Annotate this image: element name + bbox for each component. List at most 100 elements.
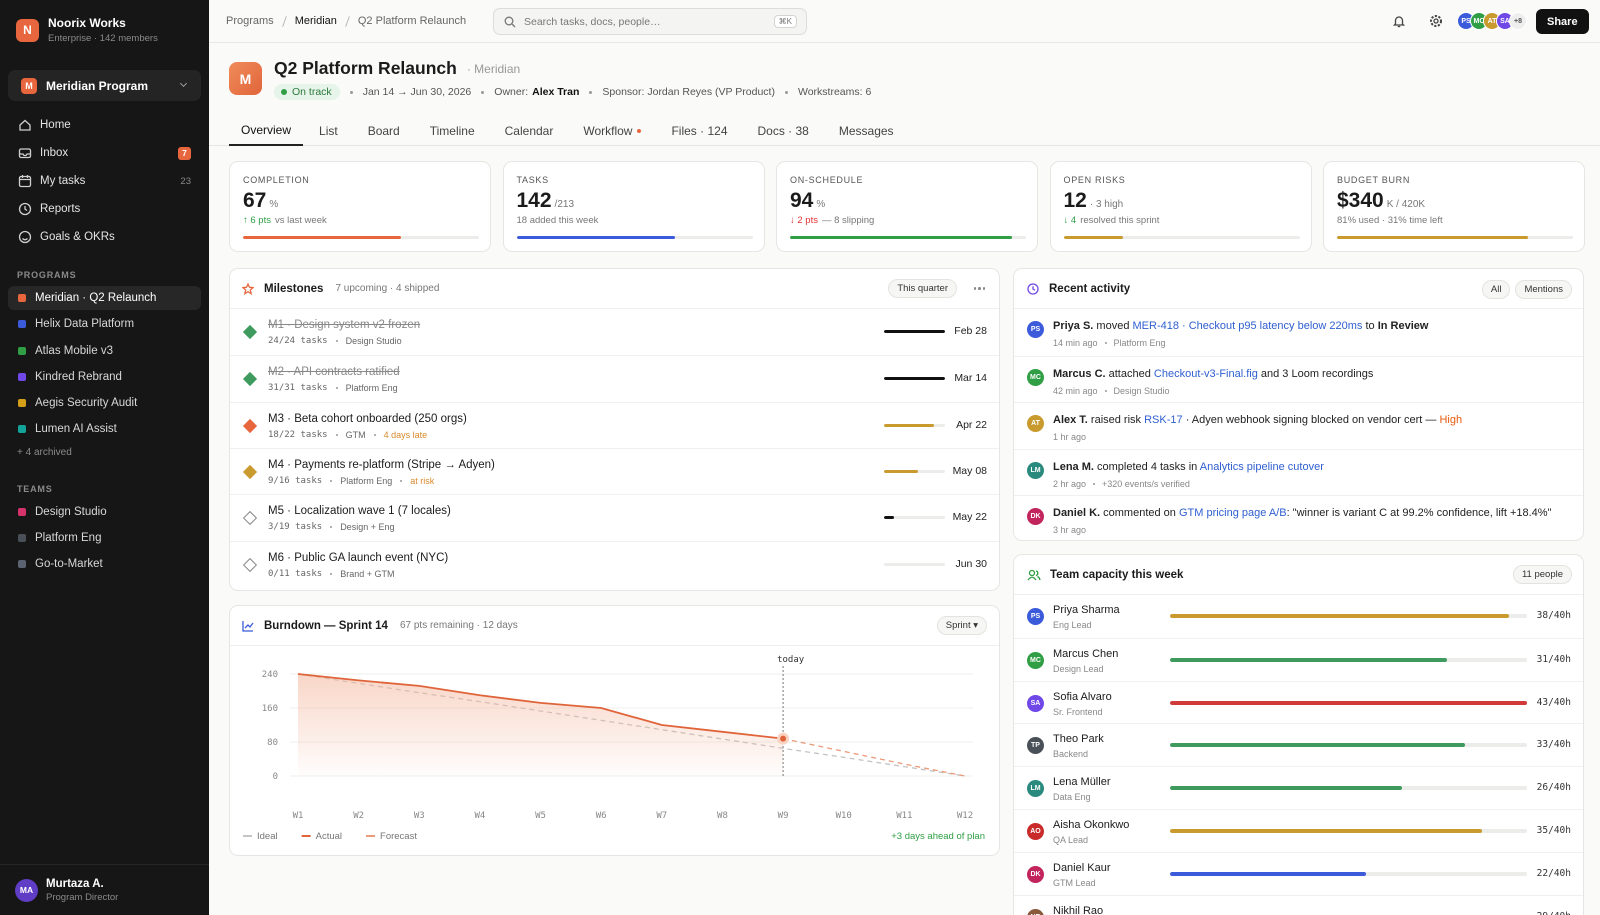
chart-icon-part: [244, 622, 254, 628]
crumb[interactable]: Programs: [226, 15, 274, 27]
program-item[interactable]: Platform Eng: [8, 526, 201, 550]
program-item[interactable]: Kindred Rebrand: [8, 365, 201, 389]
nav-item[interactable]: My tasks 23: [8, 169, 201, 193]
legend-label: Forecast: [380, 831, 417, 842]
nav-item[interactable]: Reports: [8, 197, 201, 221]
capacity-track: [1170, 700, 1527, 705]
kpi-value: $340: [1337, 189, 1384, 212]
nav-item[interactable]: Home: [8, 113, 201, 137]
activity-part[interactable]: RSK-17: [1144, 414, 1183, 427]
capacity-bar: [1170, 700, 1527, 705]
milestone-row[interactable]: M4 · Payments re-platform (Stripe → Adye…: [230, 447, 999, 494]
person-role: Backend: [1053, 749, 1089, 760]
user-text: Murtaza A. Program Director: [46, 878, 118, 903]
tab[interactable]: Calendar: [493, 116, 566, 146]
kpi-track: [790, 236, 1026, 239]
program-item[interactable]: Atlas Mobile v3: [8, 339, 201, 363]
nav-item[interactable]: Inbox 7: [8, 141, 201, 165]
x-tick-label: W6: [596, 811, 607, 821]
activity-part[interactable]: Checkout-v3-Final.fig: [1153, 367, 1258, 380]
person-avatar: MC: [1027, 651, 1044, 669]
color-dot: [18, 425, 26, 433]
kpi-note: vs last week: [275, 215, 327, 226]
tab[interactable]: Docs · 38: [746, 116, 821, 146]
sub-dot: [335, 340, 338, 342]
milestone-date: Mar 14: [954, 372, 987, 385]
notifications[interactable]: [1392, 14, 1406, 28]
program-item[interactable]: Go-to-Market: [8, 552, 201, 576]
tab[interactable]: Messages: [827, 116, 906, 146]
person-name: Priya Sharma: [1053, 604, 1120, 616]
filter-pill[interactable]: Mentions: [1515, 280, 1572, 299]
tab[interactable]: Files · 124: [659, 116, 739, 146]
milestone-row[interactable]: M1 · Design system v2 frozen 24/24 tasks D…: [230, 309, 999, 355]
share-button[interactable]: Share: [1536, 9, 1589, 34]
person-name: Lena Müller: [1053, 776, 1111, 789]
crumb[interactable]: Q2 Platform Relaunch: [357, 15, 467, 27]
gear-icon-part: [1433, 18, 1439, 24]
archived-link[interactable]: + 4 archived: [17, 447, 72, 458]
x-tick-label: W7: [656, 811, 667, 821]
milestone-date: Feb 28: [954, 325, 987, 337]
activity-row: PS Priya S. moved MER-418 · Checkout p95 …: [1014, 309, 1583, 355]
capacity-label: 26/40h: [1536, 782, 1571, 794]
project-avatar: M: [229, 62, 262, 95]
person-name: Theo Park: [1053, 733, 1104, 746]
breadcrumb: Programs Meridian Q2 Platform Relaunch: [226, 0, 466, 42]
separator: [281, 15, 287, 27]
milestone-bar: [884, 377, 945, 381]
kpi-unit: %: [816, 199, 826, 210]
filter-pill[interactable]: Sprint ▾: [936, 616, 987, 635]
tab[interactable]: Timeline: [418, 116, 487, 146]
tab[interactable]: List: [307, 116, 350, 146]
milestone-team: GTM: [345, 429, 366, 440]
program-item[interactable]: Design Studio: [8, 500, 201, 524]
activity-part[interactable]: Analytics pipeline cutover: [1199, 460, 1324, 473]
filter-pill[interactable]: All: [1481, 280, 1511, 299]
kpi-label: BUDGET BURN: [1337, 175, 1411, 185]
activity-text: Priya S. moved MER-418 · Checkout p95 la…: [1053, 320, 1428, 332]
person-name: Sofia Alvaro: [1053, 690, 1112, 703]
program-item[interactable]: Lumen AI Assist: [8, 417, 201, 441]
kpi-note: 18 added this week: [516, 215, 599, 226]
milestone-row[interactable]: M3 · Beta cohort onboarded (250 orgs) 18/…: [230, 401, 999, 448]
milestone-row[interactable]: M6 · Public GA launch event (NYC) 0/11 ta…: [230, 540, 999, 587]
search-placeholder: Search tasks, docs, people…: [524, 15, 661, 28]
program-item[interactable]: Meridian · Q2 Relaunch: [8, 286, 201, 310]
sub-dot: [1093, 482, 1096, 485]
program-select[interactable]: M Meridian Program: [8, 70, 201, 101]
capacity-bar: [1170, 743, 1465, 748]
crumb[interactable]: Meridian: [294, 15, 337, 27]
settings[interactable]: [1429, 14, 1443, 28]
tab[interactable]: Overview: [229, 116, 304, 146]
tab[interactable]: Workflow: [571, 116, 653, 146]
search[interactable]: Search tasks, docs, people… ⌘K: [493, 8, 807, 35]
milestone-sub: 24/24 tasks Design Studio: [268, 336, 402, 346]
kpi-unit: · 3 high: [1089, 199, 1124, 210]
org-meta: Enterprise · 142 members: [48, 33, 158, 44]
program-item[interactable]: Helix Data Platform: [8, 312, 201, 336]
more-button[interactable]: [973, 287, 985, 290]
milestone-row[interactable]: M2 · API contracts ratified 31/31 tasks Pl…: [230, 355, 999, 401]
kpi-label: TASKS: [516, 175, 549, 185]
owner-label: Owner:: [494, 86, 529, 98]
capacity-bar: [1170, 829, 1483, 833]
activity-part[interactable]: GTM pricing page A/B: [1178, 507, 1287, 520]
user-role: Program Director: [46, 891, 119, 903]
activity-part[interactable]: MER-418 · Checkout p95 latency below 220…: [1132, 320, 1363, 332]
activity-meta: 3 hr ago: [1053, 525, 1086, 535]
kpi-value-line: 94%: [790, 189, 825, 213]
today-point: [777, 732, 790, 745]
program-item[interactable]: Aegis Security Audit: [8, 391, 201, 415]
filter-pill[interactable]: This quarter: [888, 279, 957, 298]
nav-badge: 7: [178, 146, 191, 160]
milestone-row[interactable]: M5 · Localization wave 1 (7 locales) 3/19…: [230, 494, 999, 540]
milestone-sub: 0/11 tasks Brand + GTM: [268, 569, 394, 579]
sidebar: N Noorix Works Enterprise · 142 members M Me…: [0, 0, 209, 915]
milestone-sub: 18/22 tasks GTM 4 days late: [268, 430, 427, 440]
tab[interactable]: Board: [356, 116, 412, 146]
capacity-track: [1170, 829, 1527, 833]
milestone-date: Apr 22: [956, 418, 987, 431]
nav-item[interactable]: Goals & OKRs: [8, 225, 201, 249]
